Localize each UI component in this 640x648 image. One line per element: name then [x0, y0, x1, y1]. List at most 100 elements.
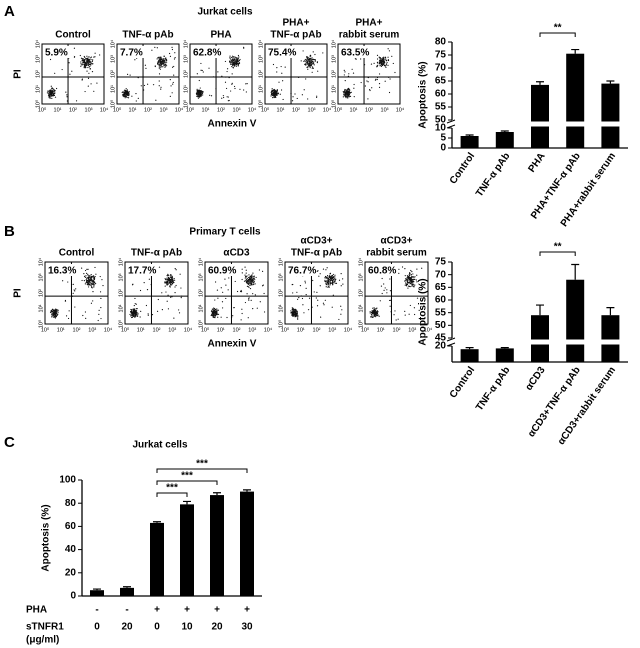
flow-dot [156, 47, 158, 49]
flow-dot [326, 277, 328, 279]
flow-dot [233, 64, 235, 66]
flow-dot [378, 315, 380, 317]
flow-dot [272, 91, 275, 93]
flow-y-tick: 10³ [331, 55, 337, 63]
flow-dot [90, 273, 92, 276]
flow-dot [371, 316, 373, 318]
flow-y-tick: 10⁰ [109, 99, 116, 108]
flow-dot [136, 308, 138, 310]
flow-dot [167, 283, 169, 285]
flow-y-tick: 10² [331, 70, 337, 78]
flow-dot [311, 67, 313, 69]
flow-dot [50, 89, 52, 91]
flow-x-tick: 10⁰ [281, 326, 290, 333]
flow-dot [93, 286, 95, 288]
flow-dot [316, 305, 319, 307]
flow-plot-title: rabbit serum [339, 30, 400, 41]
flow-dot [170, 284, 172, 286]
flow-dot [170, 273, 172, 276]
flow-dot [96, 82, 98, 84]
flow-dot [90, 58, 92, 61]
flow-dot [374, 79, 377, 81]
flow-y-tick: 10⁴ [257, 39, 264, 48]
flow-y-tick: 10⁴ [182, 39, 189, 48]
flow-dot [397, 318, 399, 320]
flow-dot [49, 92, 52, 94]
flow-dot [132, 283, 134, 285]
flow-dot [295, 312, 297, 314]
flow-dot [211, 313, 213, 315]
row-value: 10 [181, 622, 193, 633]
flow-dot [52, 311, 55, 313]
flow-dot [231, 83, 233, 85]
flow-x-tick: 10³ [408, 327, 416, 333]
flow-dot [318, 275, 320, 277]
flow-dot [305, 294, 307, 296]
flow-dot [154, 65, 156, 68]
flow-dot [250, 280, 253, 282]
flow-dot [83, 275, 86, 278]
flow-x-tick: 10³ [381, 107, 389, 113]
flow-plot-title: TNF-α pAb [131, 248, 182, 259]
flow-dot [316, 291, 318, 294]
flow-dot [330, 277, 332, 279]
flow-dot [253, 275, 255, 277]
flow-x-tick: 10⁴ [424, 326, 433, 333]
flow-dot [375, 316, 377, 318]
flow-dot [52, 312, 54, 314]
flow-dot [233, 58, 235, 60]
flow-dot [49, 97, 51, 99]
flow-dot [302, 304, 304, 306]
error-bar [571, 263, 580, 280]
panel-title: Primary T cells [189, 227, 261, 238]
flow-dot [167, 294, 169, 296]
flow-dot [278, 81, 280, 83]
flow-x-tick: 10⁰ [113, 106, 122, 113]
flow-y-tick: 10⁰ [197, 319, 204, 328]
flow-dot [196, 89, 198, 92]
flow-dot [274, 95, 277, 97]
flow-dot [229, 61, 231, 63]
flow-dot [245, 277, 247, 279]
flow-dot [378, 83, 381, 85]
flow-dot [166, 282, 168, 284]
flow-dot [92, 283, 94, 285]
flow-dot [245, 280, 247, 282]
significance-bracket [156, 468, 248, 473]
gate-percent: 17.7% [128, 266, 156, 277]
flow-dot [407, 281, 410, 284]
flow-dot [163, 55, 165, 57]
flow-dot [376, 307, 378, 309]
flow-dot [376, 310, 379, 312]
flow-dot [252, 272, 254, 274]
flow-dot [200, 69, 202, 71]
flow-dot [373, 62, 375, 64]
flow-dot [126, 89, 128, 91]
flow-dot [230, 90, 232, 92]
flow-dot [372, 313, 374, 315]
flow-dot [312, 61, 314, 63]
flow-dot [352, 72, 355, 74]
flow-dot [85, 275, 87, 277]
flow-dot [384, 65, 386, 67]
flow-dot [328, 286, 330, 288]
flow-dot [249, 284, 251, 286]
flow-dot [54, 72, 56, 74]
flow-dot [335, 278, 337, 280]
flow-dot [172, 81, 174, 84]
flow-dot [308, 65, 310, 67]
flow-dot [50, 313, 53, 315]
flow-dot [307, 65, 309, 67]
flow-x-tick: 10⁴ [344, 326, 353, 333]
flow-y-tick: 10⁴ [34, 39, 41, 48]
flow-dot [385, 66, 387, 69]
flow-dot [128, 94, 130, 96]
flow-dot [54, 313, 56, 316]
flow-dot [74, 290, 76, 292]
flow-dot [387, 48, 389, 50]
flow-dot [296, 312, 298, 314]
flow-dot [173, 317, 175, 319]
flow-dot [322, 268, 325, 270]
flow-dot [87, 282, 89, 284]
significance-bracket [156, 492, 188, 497]
